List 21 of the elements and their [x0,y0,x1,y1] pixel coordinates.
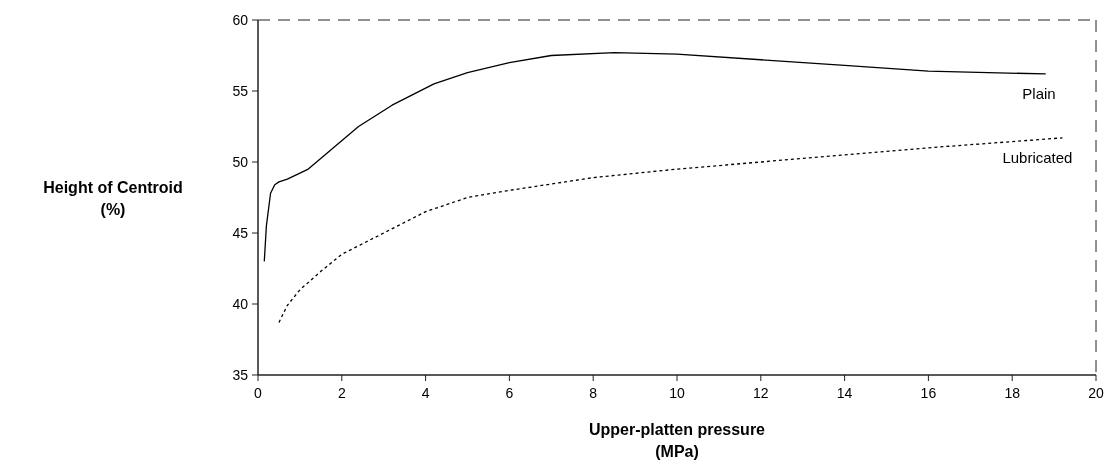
x-tick-label: 20 [1088,385,1104,401]
y-tick-label: 35 [232,367,249,383]
y-tick-label: 40 [232,296,249,312]
series-label: Lubricated [1002,148,1073,166]
y-tick-label: 55 [232,83,249,99]
x-tick-label: 8 [589,385,598,401]
y-axis-title: Height of Centroid (%) [43,178,183,218]
x-tick-label: 18 [1004,385,1021,401]
y-tick-label: 45 [232,225,249,241]
x-tick-label: 0 [254,385,263,401]
x-tick-label: 12 [753,385,769,401]
x-tick-label: 16 [920,385,937,401]
x-tick-label: 10 [669,385,685,401]
series-label: Plain [1022,84,1056,102]
x-tick-label: 2 [337,385,346,401]
y-tick-label: 60 [232,12,249,28]
y-tick-label: 50 [232,154,249,170]
x-tick-label: 6 [505,385,514,401]
x-tick-label: 14 [836,385,853,401]
x-axis-title: Upper-platten pressure (MPa) [588,421,766,460]
x-tick-label: 4 [421,385,430,401]
